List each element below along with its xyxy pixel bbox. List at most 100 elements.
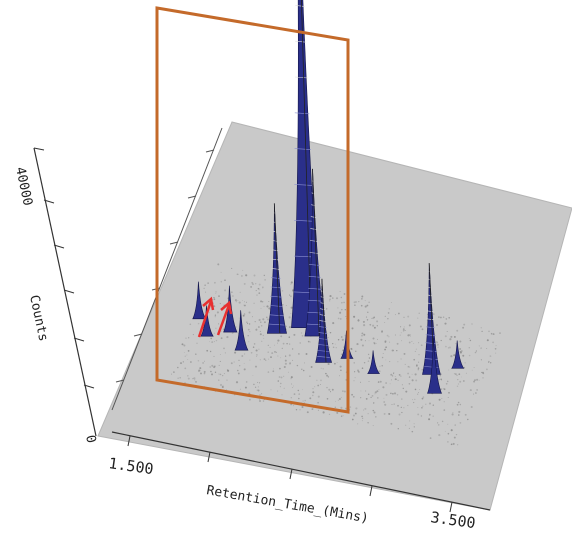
noise-point	[463, 323, 466, 326]
noise-point	[441, 379, 443, 381]
noise-point	[235, 301, 237, 303]
noise-point	[400, 326, 402, 328]
noise-point	[292, 359, 294, 361]
counts-axis	[33, 147, 97, 437]
floor-plane	[97, 121, 572, 511]
noise-point	[353, 414, 355, 417]
noise-point	[248, 398, 251, 401]
noise-point	[293, 393, 296, 395]
noise-point	[408, 341, 411, 344]
noise-point	[337, 307, 339, 309]
noise-point	[329, 346, 330, 348]
noise-point	[412, 399, 414, 401]
noise-point	[304, 399, 306, 402]
noise-point	[322, 411, 325, 414]
noise-point	[249, 331, 251, 333]
noise-point	[462, 380, 465, 382]
x-tick-max: 3.500	[429, 508, 476, 532]
noise-point	[400, 406, 402, 409]
noise-point	[186, 354, 188, 356]
noise-point	[295, 409, 298, 411]
noise-point	[357, 369, 359, 372]
noise-point	[366, 319, 369, 321]
noise-point	[418, 312, 420, 314]
noise-point	[388, 308, 390, 310]
noise-point	[260, 300, 263, 303]
noise-point	[364, 305, 367, 308]
noise-point	[261, 340, 263, 342]
noise-point	[262, 287, 264, 289]
noise-point	[277, 380, 280, 382]
x-tick-min: 1.500	[107, 454, 154, 478]
noise-point	[305, 353, 308, 355]
noise-point	[277, 342, 278, 344]
noise-point	[256, 354, 258, 356]
noise-point	[458, 373, 461, 376]
noise-point	[256, 389, 258, 391]
noise-point	[255, 328, 258, 331]
noise-point	[448, 391, 450, 394]
noise-point	[471, 369, 473, 371]
noise-point	[213, 355, 215, 357]
noise-point	[429, 413, 431, 416]
noise-point	[237, 300, 239, 301]
noise-point	[360, 338, 363, 341]
noise-point	[407, 404, 409, 407]
noise-point	[422, 405, 424, 407]
noise-point	[341, 338, 344, 341]
noise-point	[220, 271, 222, 273]
noise-point	[421, 397, 424, 400]
noise-point	[409, 366, 411, 368]
noise-point	[396, 349, 398, 352]
noise-point	[203, 287, 205, 290]
noise-point	[218, 373, 220, 375]
noise-point	[320, 379, 322, 382]
noise-point	[374, 393, 376, 395]
noise-point	[373, 341, 376, 344]
noise-point	[290, 397, 292, 399]
noise-point	[220, 337, 223, 340]
noise-point	[419, 389, 421, 390]
noise-point	[246, 321, 248, 323]
noise-point	[425, 403, 427, 405]
noise-point	[438, 398, 441, 401]
noise-point	[383, 401, 386, 403]
noise-point	[239, 388, 241, 390]
noise-point	[459, 348, 462, 350]
noise-point	[210, 337, 213, 340]
peak	[451, 340, 465, 369]
noise-point	[486, 368, 488, 371]
noise-point	[290, 403, 292, 406]
noise-point	[287, 371, 289, 373]
noise-point	[247, 328, 250, 331]
noise-point	[223, 373, 225, 375]
noise-point	[369, 323, 372, 326]
noise-point	[402, 387, 404, 390]
noise-point	[331, 388, 334, 391]
noise-point	[471, 323, 473, 325]
noise-point	[442, 388, 444, 390]
noise-point	[239, 365, 241, 367]
noise-point	[441, 398, 443, 400]
noise-point	[458, 414, 460, 416]
noise-point	[254, 282, 257, 285]
noise-point	[309, 375, 311, 377]
noise-point	[425, 345, 427, 347]
noise-point	[343, 301, 345, 304]
noise-point	[258, 398, 261, 401]
noise-point	[368, 301, 370, 303]
noise-point	[459, 422, 462, 424]
noise-point	[364, 340, 366, 342]
noise-point	[455, 343, 457, 345]
noise-point	[339, 365, 342, 368]
noise-point	[334, 400, 336, 402]
noise-point	[237, 369, 239, 372]
noise-point	[215, 327, 217, 329]
noise-point	[385, 393, 388, 396]
noise-point	[235, 381, 239, 384]
noise-point	[275, 351, 278, 354]
noise-point	[290, 306, 293, 309]
noise-point	[226, 389, 227, 390]
noise-point	[450, 355, 453, 358]
noise-point	[436, 422, 439, 424]
